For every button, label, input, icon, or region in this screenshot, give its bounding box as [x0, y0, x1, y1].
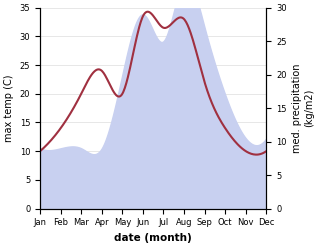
Y-axis label: max temp (C): max temp (C) [4, 74, 14, 142]
Y-axis label: med. precipitation
(kg/m2): med. precipitation (kg/m2) [292, 63, 314, 153]
X-axis label: date (month): date (month) [114, 233, 192, 243]
